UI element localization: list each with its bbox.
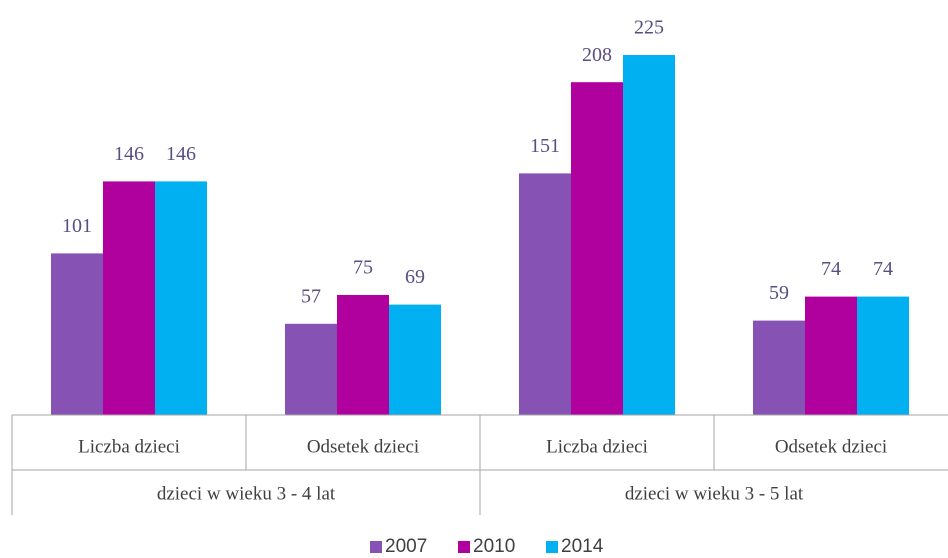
bar	[805, 296, 857, 415]
bar	[753, 320, 805, 415]
bar	[857, 296, 909, 415]
group-label: dzieci w wieku 3 - 5 lat	[625, 483, 804, 504]
value-label: 146	[114, 143, 144, 165]
legend-label: 2007	[385, 536, 427, 557]
x-tick-label: Liczba dzieci	[78, 436, 180, 457]
value-label: 59	[769, 282, 789, 304]
x-tick-label: Odsetek dzieci	[307, 436, 419, 457]
x-tick-label: Odsetek dzieci	[775, 436, 887, 457]
value-label: 151	[530, 135, 560, 157]
value-label: 57	[301, 285, 321, 307]
legend-swatch	[370, 541, 382, 553]
bar	[337, 295, 389, 415]
value-label: 101	[62, 215, 92, 237]
bar	[389, 304, 441, 415]
bar	[51, 253, 103, 415]
group-label: dzieci w wieku 3 - 4 lat	[157, 483, 336, 504]
value-label: 75	[353, 257, 373, 279]
legend-label: 2010	[473, 536, 515, 557]
value-label: 74	[873, 258, 893, 280]
bar	[571, 82, 623, 415]
legend-swatch	[458, 541, 470, 553]
value-label: 146	[166, 143, 196, 165]
legend-swatch	[546, 541, 558, 553]
bar	[103, 181, 155, 415]
bar	[285, 323, 337, 415]
value-label: 208	[582, 44, 612, 66]
x-tick-label: Liczba dzieci	[546, 436, 648, 457]
value-label: 69	[405, 266, 425, 288]
bar	[623, 55, 675, 415]
bar	[519, 173, 571, 415]
legend-label: 2014	[561, 536, 604, 557]
value-label: 225	[634, 17, 664, 39]
bar	[155, 181, 207, 415]
value-label: 74	[821, 258, 841, 280]
